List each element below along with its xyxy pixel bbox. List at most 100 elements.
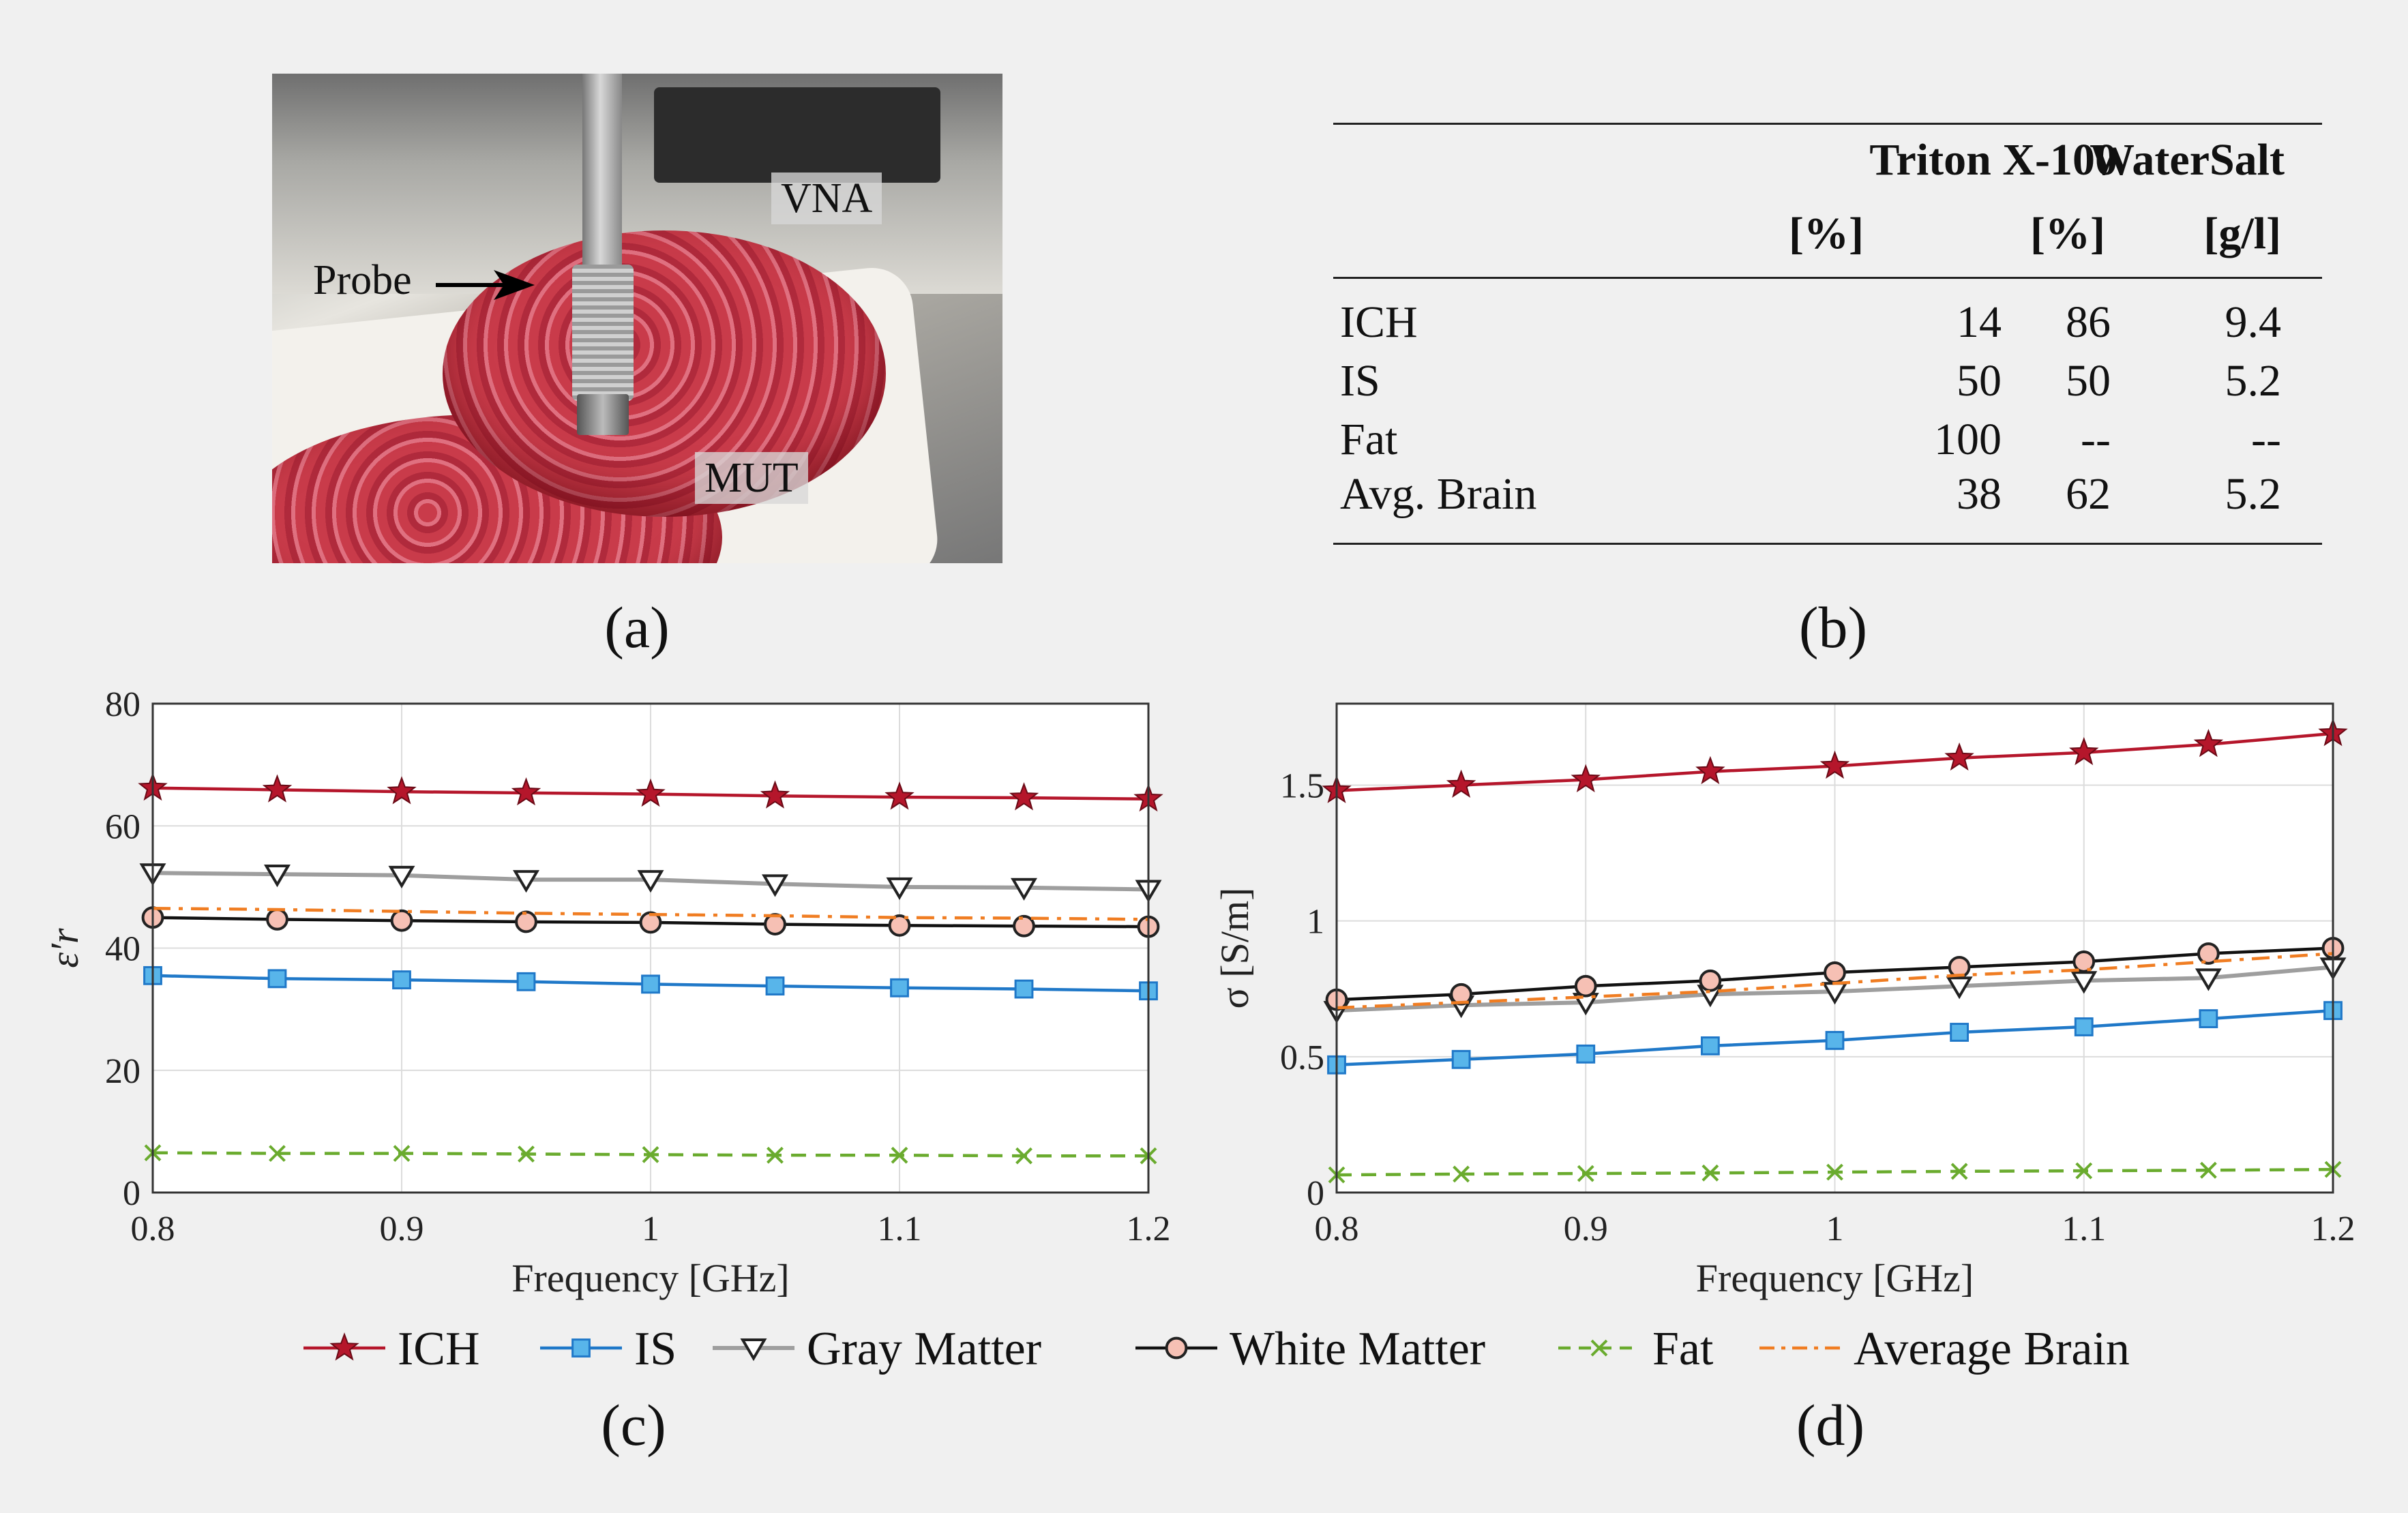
ich-point — [760, 780, 790, 809]
fat-point — [393, 1145, 411, 1163]
white-matter-point — [2197, 942, 2220, 965]
is-point — [2199, 1009, 2218, 1028]
fat-point — [518, 1145, 535, 1163]
fat-point — [1015, 1147, 1032, 1165]
white-matter-point — [1013, 914, 1035, 938]
ich-point — [387, 776, 417, 805]
fat-point — [2199, 1161, 2217, 1179]
white-matter-point — [888, 914, 911, 937]
y-tick-label: 0.5 — [1280, 1038, 1324, 1077]
ich-point — [1819, 750, 1850, 779]
legend-label: White Matter — [1230, 1323, 1485, 1375]
fat-point — [2075, 1162, 2093, 1180]
table-cell: 62 — [2066, 469, 2111, 519]
is-point — [571, 1338, 591, 1358]
is-point — [1700, 1036, 1720, 1055]
is-point — [1451, 1049, 1471, 1069]
probe-tip — [577, 394, 629, 435]
fat-point — [1590, 1339, 1608, 1357]
white-matter-point — [639, 911, 662, 934]
gray-matter-point — [2195, 968, 2222, 991]
table-cell: 86 — [2066, 297, 2111, 347]
table-mid-rule — [1333, 277, 2322, 279]
ich-point — [511, 777, 541, 806]
series-average-brain — [1336, 952, 2334, 1010]
vna-label: VNA — [771, 173, 882, 225]
white-matter-point — [764, 913, 786, 935]
ich-point — [1571, 764, 1601, 793]
white-matter-point — [1699, 969, 1722, 992]
table-cell: 50 — [2066, 356, 2111, 406]
series-line — [1336, 952, 2334, 1010]
x-axis-label: Frequency [GHz] — [1696, 1256, 1974, 1300]
ich-point — [2193, 728, 2224, 758]
gray-matter-point — [740, 1338, 767, 1362]
series-average-brain — [152, 906, 1149, 921]
x-tick-label: 1 — [1826, 1210, 1844, 1248]
table-cell: -- — [2081, 415, 2111, 464]
y-axis-label: ε′r — [42, 928, 87, 968]
is-point — [765, 976, 785, 995]
x-tick-label: 0.9 — [380, 1210, 424, 1248]
fat-point — [767, 1146, 784, 1164]
fat-point — [891, 1146, 908, 1164]
y-tick-label: 0 — [1307, 1174, 1324, 1213]
unit-water: [%] — [2030, 209, 2105, 258]
y-tick-label: 20 — [105, 1052, 140, 1091]
table-row-label: Avg. Brain — [1340, 469, 1537, 519]
gray-matter-point — [637, 870, 664, 893]
table-row-label: Fat — [1340, 415, 1398, 464]
legend: ICH IS Gray Matter White Matter Fat Average B… — [303, 1323, 2130, 1375]
white-matter-point — [1450, 983, 1473, 1006]
table-cell: 50 — [1957, 356, 2002, 406]
is-point — [516, 972, 536, 991]
series-line — [152, 906, 1149, 921]
is-point — [2074, 1017, 2094, 1036]
legend-item-white-matter: White Matter — [1135, 1323, 1485, 1375]
series-ich — [138, 772, 1163, 812]
fat-point — [1826, 1163, 1843, 1181]
fat-point — [1701, 1164, 1719, 1182]
gray-matter-point — [886, 877, 913, 901]
ich-point — [885, 781, 915, 810]
x-tick-label: 1.1 — [878, 1210, 922, 1248]
panel-label-d: (d) — [1796, 1392, 1865, 1458]
y-axis-label: σ [S/m] — [1213, 888, 1257, 1009]
legend-item-gray-matter: Gray Matter — [713, 1323, 1041, 1375]
y-tick-label: 0 — [123, 1174, 140, 1213]
legend-label: Gray Matter — [807, 1323, 1041, 1375]
header-salt: Salt — [2209, 135, 2285, 185]
y-tick-label: 60 — [105, 807, 140, 846]
legend-label: IS — [634, 1323, 677, 1375]
gray-matter-point — [1011, 878, 1037, 901]
brain-tissue — [443, 230, 886, 517]
table-top-rule — [1333, 123, 2322, 125]
series-fat — [144, 1144, 1157, 1165]
header-triton: Triton X-100 — [1869, 135, 2117, 185]
ich-point — [1944, 742, 1974, 771]
table-cell: 5.2 — [2225, 356, 2282, 406]
y-tick-label: 1.5 — [1280, 767, 1324, 806]
x-tick-label: 1.2 — [2311, 1210, 2355, 1248]
probe-connector — [572, 265, 634, 401]
chart-c: 0.8 0.9 1 1.1 1.2 0 20 40 60 80 Frequency [GHz] ε′r — [42, 685, 1171, 1300]
panel-label-a: (a) — [604, 595, 670, 660]
table-cell: 38 — [1957, 469, 2002, 519]
ich-point — [1009, 782, 1039, 811]
table-cell: 5.2 — [2225, 469, 2282, 519]
plot-frame — [1335, 702, 2334, 1194]
fat-point — [269, 1145, 286, 1163]
gray-matter-point — [513, 870, 539, 893]
x-tick-label: 1.1 — [2062, 1210, 2106, 1248]
legend-label: Average Brain — [1854, 1323, 2130, 1375]
gray-matter-point — [264, 865, 291, 888]
table-cell: -- — [2251, 415, 2281, 464]
legend-item-is: IS — [540, 1323, 677, 1375]
gray-matter-point — [762, 874, 788, 897]
fat-point — [1950, 1163, 1968, 1180]
y-tick-label: 80 — [105, 685, 140, 724]
is-point — [392, 970, 411, 990]
is-point — [1576, 1044, 1596, 1064]
vna-device — [654, 87, 940, 183]
